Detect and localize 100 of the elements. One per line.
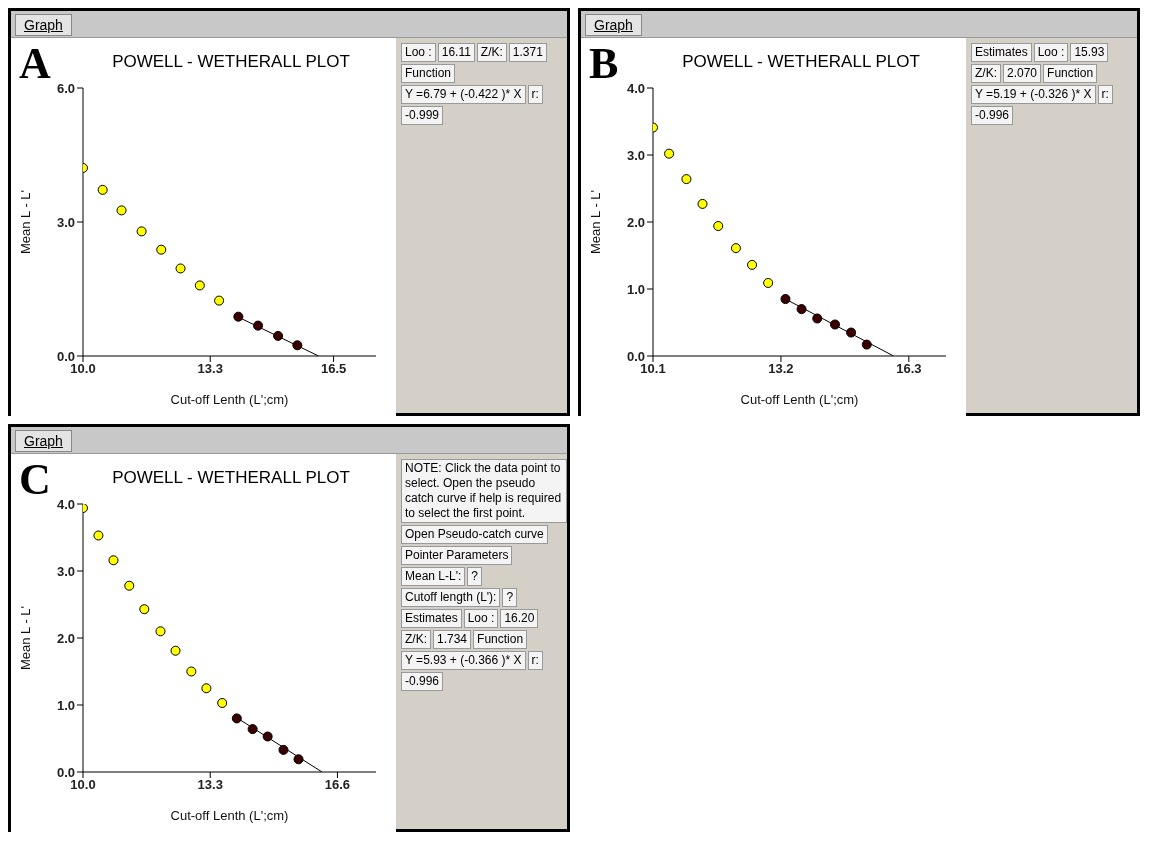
text: 16.20: [500, 609, 539, 628]
point: [233, 311, 244, 322]
text: -0.996: [401, 672, 444, 691]
text: NOTE: Click the data point to select. Open the pseudo catch curve if help is required to select the first point.: [401, 459, 567, 523]
text: Graph: [585, 14, 642, 36]
text: Pointer Parameters: [401, 546, 513, 565]
point: [116, 205, 127, 216]
y-tick-label: 2.0: [626, 214, 645, 230]
point: [681, 174, 692, 185]
point: [763, 277, 774, 288]
point: [796, 304, 807, 315]
text: r:: [1097, 85, 1113, 104]
y-tick-label: 3.0: [626, 147, 645, 163]
x-tick-label: 16.6: [324, 777, 351, 793]
x-tick-label: 16.3: [896, 361, 922, 377]
point: [829, 319, 840, 330]
text: Function: [1043, 64, 1098, 83]
text: ?: [502, 588, 518, 607]
point: [253, 320, 264, 331]
y-tick-label: 1.0: [56, 697, 75, 713]
text: Loo :: [463, 609, 499, 628]
text: Graph: [15, 14, 72, 36]
text: B: [589, 38, 619, 89]
y-tick-label: 0.0: [626, 348, 645, 364]
point: [747, 259, 758, 270]
text: ?: [467, 567, 483, 586]
point: [293, 754, 304, 765]
text: Y =5.19 + (-0.326 )* X: [971, 85, 1096, 104]
text: Loo :: [1033, 43, 1069, 62]
point: [292, 340, 303, 351]
y-tick-label: 3.0: [56, 214, 75, 230]
text: Function: [401, 64, 456, 83]
y-axis-title: Mean L - L': [17, 189, 33, 255]
point: [664, 148, 675, 159]
point: [812, 313, 823, 324]
point: [780, 294, 791, 305]
text: Y =6.79 + (-0.422 )* X: [401, 85, 526, 104]
x-tick-label: 13.3: [197, 777, 223, 793]
text: 1.734: [433, 630, 472, 649]
point: [846, 327, 857, 338]
text: Function: [473, 630, 528, 649]
point: [97, 184, 108, 195]
text: Estimates: [971, 43, 1032, 62]
point: [231, 713, 242, 724]
point: [278, 744, 289, 755]
text: 15.93: [1070, 43, 1109, 62]
chart-title: POWELL - WETHERALL PLOT: [111, 468, 351, 488]
point: [861, 339, 872, 350]
point: [194, 280, 205, 291]
point: [186, 666, 197, 677]
point: [713, 221, 724, 232]
y-tick-label: 0.0: [56, 348, 75, 364]
y-tick-label: 4.0: [626, 80, 645, 96]
y-tick-label: 0.0: [56, 764, 75, 780]
x-tick-label: 13.3: [197, 361, 223, 377]
text: A: [19, 38, 51, 89]
x-tick-label: 16.5: [320, 361, 347, 377]
chart-title: POWELL - WETHERALL PLOT: [111, 52, 351, 72]
x-tick-label: 13.2: [768, 361, 794, 377]
point: [175, 263, 186, 274]
text: 2.070: [1003, 64, 1042, 83]
point: [93, 530, 104, 541]
x-tick-label: 10.0: [70, 361, 96, 377]
y-axis-title: Mean L - L': [587, 189, 603, 255]
text: r:: [527, 651, 543, 670]
x-axis-title: Cut-off Lenth (L';cm): [170, 808, 289, 823]
y-tick-label: 1.0: [626, 281, 645, 297]
x-tick-label: 10.1: [640, 361, 666, 377]
point: [262, 731, 273, 742]
x-axis-title: Cut-off Lenth (L';cm): [170, 392, 289, 407]
point: [136, 226, 147, 237]
point: [697, 198, 708, 209]
text: Z/K:: [401, 630, 432, 649]
point: [170, 645, 181, 656]
point: [139, 604, 150, 615]
text: 16.11: [437, 43, 475, 62]
point: [155, 626, 166, 637]
text: Z/K:: [476, 43, 507, 62]
text: Y =5.93 + (-0.366 )* X: [401, 651, 526, 670]
text: Mean L-L':: [401, 567, 466, 586]
point: [217, 697, 228, 708]
text: Z/K:: [971, 64, 1002, 83]
y-tick-label: 6.0: [56, 80, 75, 96]
text: Graph: [15, 430, 72, 452]
point: [201, 683, 212, 694]
x-tick-label: 10.0: [70, 777, 96, 793]
point: [124, 580, 135, 591]
text: Loo :: [401, 43, 436, 62]
y-tick-label: 2.0: [56, 630, 75, 646]
point: [108, 555, 119, 566]
point: [156, 244, 167, 255]
text: r:: [527, 85, 543, 104]
text: 1.371: [508, 43, 547, 62]
point: [730, 243, 741, 254]
point: [247, 724, 258, 735]
chart-title: POWELL - WETHERALL PLOT: [681, 52, 921, 72]
y-tick-label: 3.0: [56, 563, 75, 579]
text: -0.999: [401, 106, 444, 125]
text: C: [19, 454, 51, 505]
text: Estimates: [401, 609, 462, 628]
